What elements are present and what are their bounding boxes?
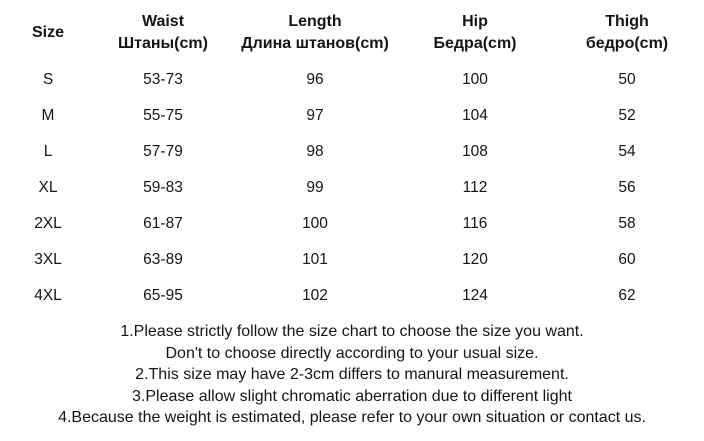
size-chart-section: Size Waist Штаны(cm) Length Длина штанов… (0, 4, 704, 429)
cell-size: 3XL (34, 251, 62, 268)
size-chart-header: Size Waist Штаны(cm) Length Длина штанов… (0, 4, 704, 62)
header-length-ru: Длина штанов(cm) (241, 35, 389, 52)
cell-hip: 116 (462, 215, 488, 232)
note-line-3: 3.Please allow slight chromatic aberrati… (132, 387, 572, 405)
cell-hip: 124 (462, 287, 488, 304)
cell-length: 97 (306, 107, 324, 124)
cell-thigh: 62 (618, 287, 636, 304)
table-row-s: S 53-73 96 100 50 (0, 62, 704, 98)
table-row-3xl: 3XL 63-89 101 120 60 (0, 242, 704, 278)
cell-hip: 112 (462, 179, 488, 196)
cell-size: M (41, 107, 55, 124)
header-hip-ru: Бедра(cm) (433, 35, 517, 52)
cell-thigh: 58 (618, 215, 636, 232)
column-header-waist: Waist Штаны(cm) (96, 4, 230, 62)
cell-waist: 53-73 (143, 71, 183, 88)
cell-size: 2XL (34, 215, 62, 232)
cell-length: 101 (302, 251, 328, 268)
cell-size: S (42, 71, 54, 88)
note-line-1b: Don't to choose directly according to yo… (165, 344, 539, 362)
table-row-4xl: 4XL 65-95 102 124 62 (0, 278, 704, 314)
note-line-1: 1.Please strictly follow the size chart … (120, 323, 584, 340)
cell-waist: 61-87 (143, 215, 183, 232)
cell-length: 96 (306, 71, 324, 88)
header-thigh-ru: бедро(cm) (585, 35, 669, 52)
table-row-l: L 57-79 98 108 54 (0, 134, 704, 170)
header-length-en: Length (288, 13, 342, 30)
cell-size: XL (38, 179, 58, 196)
cell-hip: 120 (462, 251, 488, 268)
size-chart-body: S 53-73 96 100 50 M 55-75 97 104 52 L 57… (0, 62, 704, 314)
header-hip-en: Hip (462, 13, 488, 30)
cell-size: L (43, 143, 53, 160)
table-row-m: M 55-75 97 104 52 (0, 98, 704, 134)
cell-thigh: 50 (618, 71, 636, 88)
cell-thigh: 54 (618, 143, 636, 160)
cell-length: 98 (306, 143, 324, 160)
cell-waist: 65-95 (143, 287, 183, 304)
cell-waist: 57-79 (143, 143, 183, 160)
cell-waist: 55-75 (143, 107, 183, 124)
column-header-size: Size (0, 4, 96, 62)
column-header-length: Length Длина штанов(cm) (230, 4, 400, 62)
cell-hip: 104 (462, 107, 488, 124)
column-header-hip: Hip Бедра(cm) (400, 4, 550, 62)
cell-thigh: 56 (618, 179, 636, 196)
size-chart-table: Size Waist Штаны(cm) Length Длина штанов… (0, 4, 704, 314)
cell-waist: 63-89 (143, 251, 183, 268)
cell-hip: 100 (462, 71, 488, 88)
header-row: Size Waist Штаны(cm) Length Длина штанов… (0, 4, 704, 62)
cell-thigh: 60 (618, 251, 636, 268)
table-row-2xl: 2XL 61-87 100 116 58 (0, 206, 704, 242)
cell-hip: 108 (462, 143, 488, 160)
cell-size: 4XL (34, 287, 62, 304)
cell-waist: 59-83 (143, 179, 183, 196)
header-waist-en: Waist (141, 13, 185, 30)
cell-length: 102 (302, 287, 328, 304)
note-line-2: 2.This size may have 2-3cm differs to ma… (135, 366, 569, 383)
column-header-thigh: Thigh бедро(cm) (550, 4, 704, 62)
header-waist-ru: Штаны(cm) (118, 35, 208, 52)
size-chart-notes: 1.Please strictly follow the size chart … (0, 321, 704, 429)
cell-length: 100 (302, 215, 328, 232)
note-line-4: 4.Because the weight is estimated, pleas… (58, 409, 646, 426)
cell-thigh: 52 (618, 107, 636, 124)
table-row-xl: XL 59-83 99 112 56 (0, 170, 704, 206)
header-thigh-en: Thigh (605, 13, 649, 30)
header-size-label: Size (31, 24, 64, 41)
cell-length: 99 (306, 179, 324, 196)
